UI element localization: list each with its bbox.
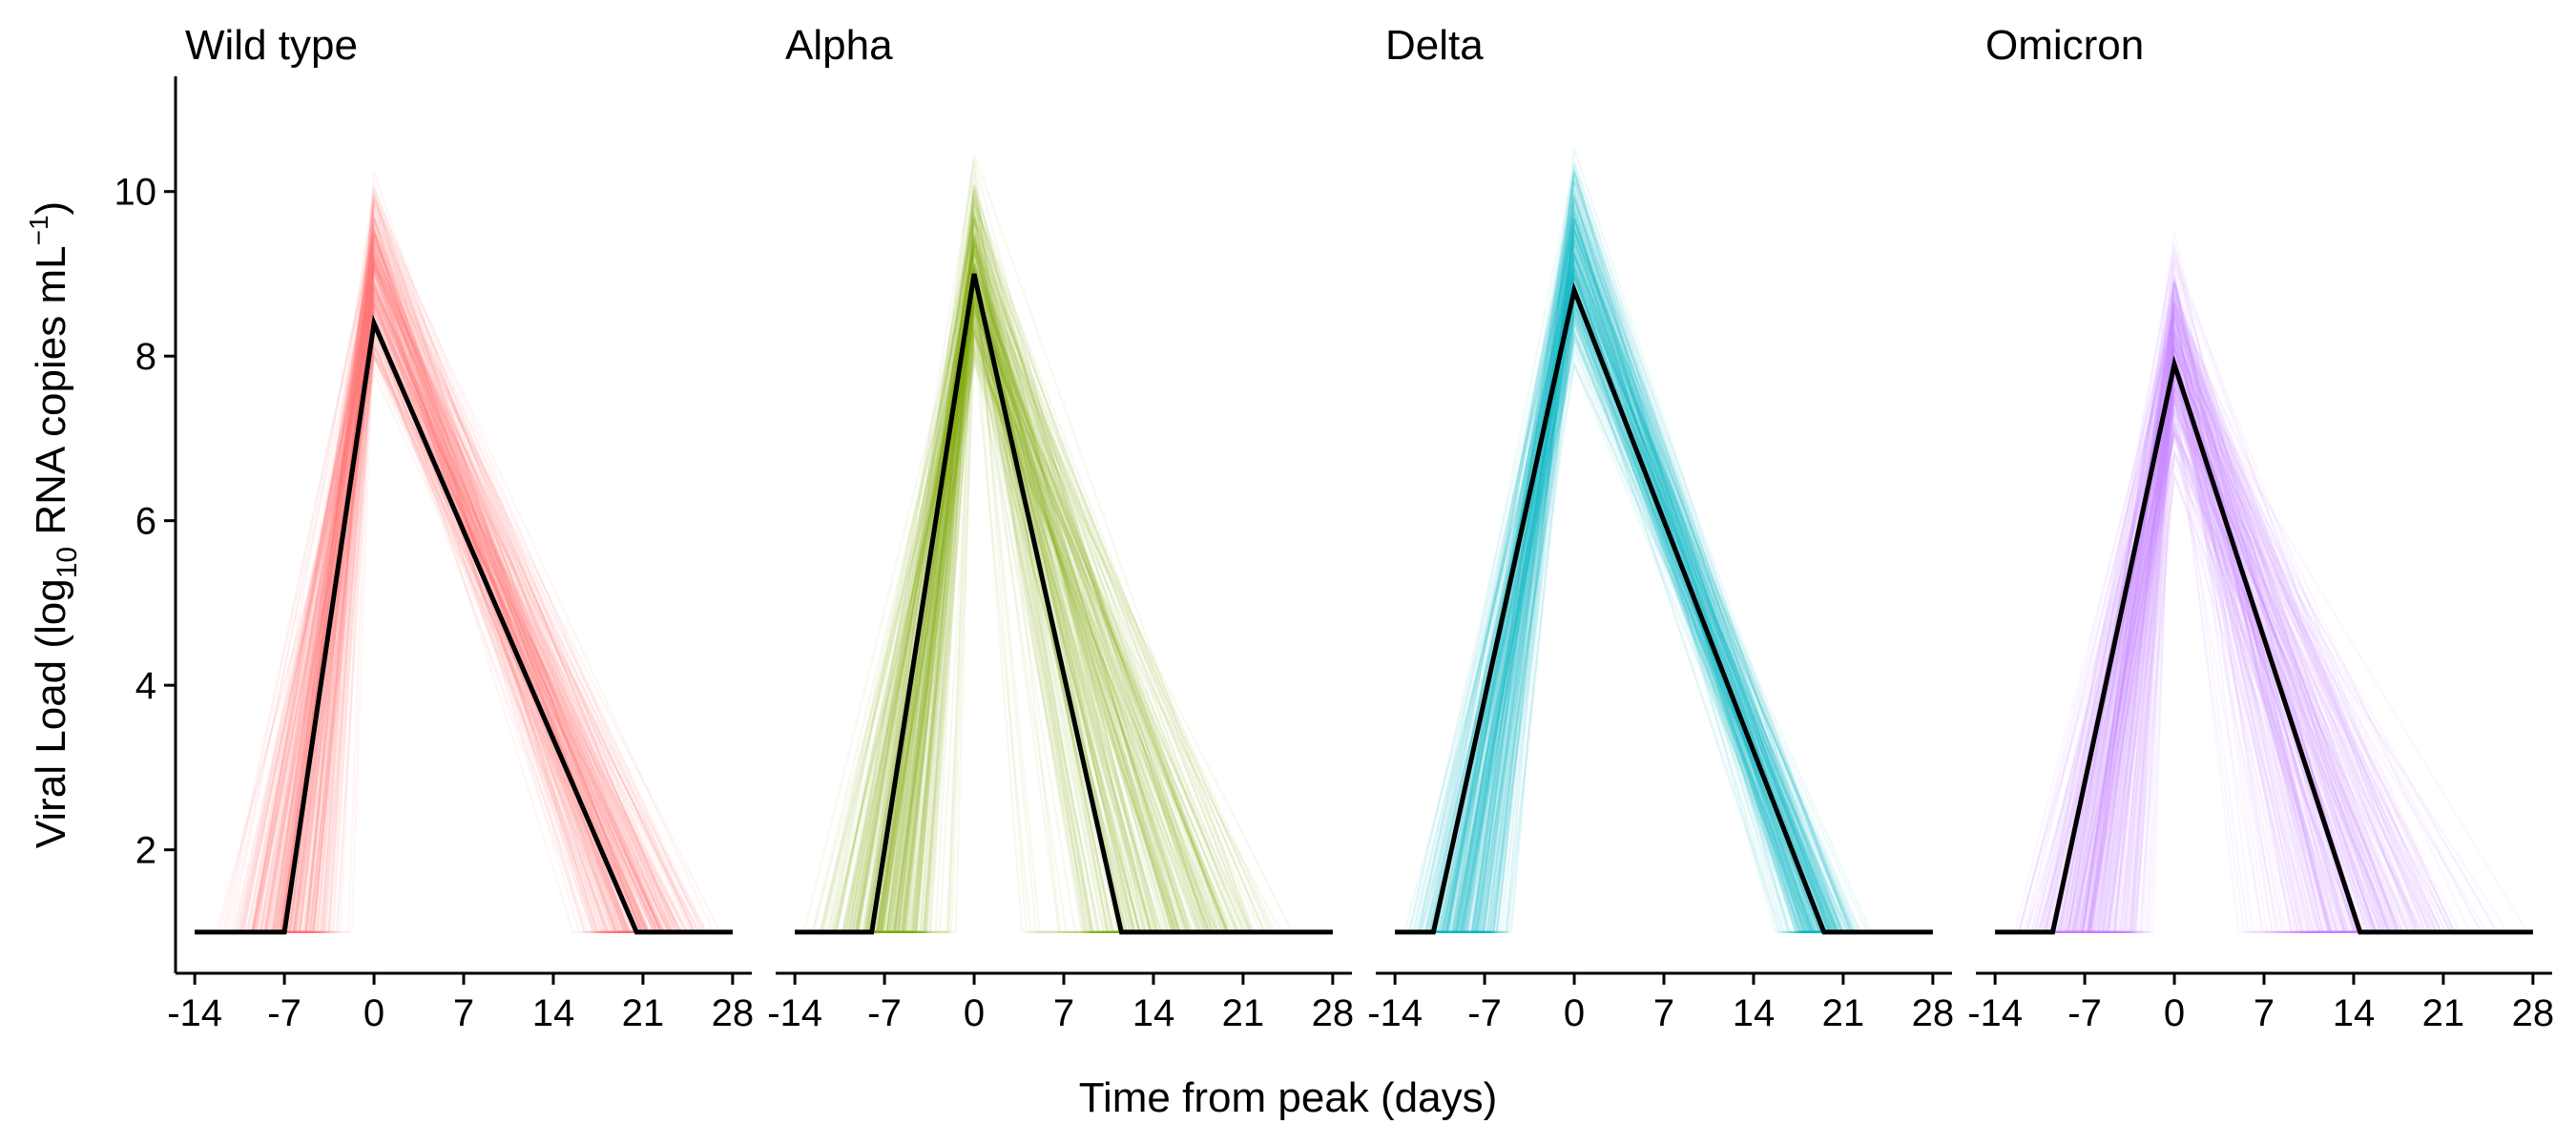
x-tick-label: -7: [1467, 992, 1502, 1034]
x-tick-label: 21: [622, 992, 665, 1034]
mean-trajectory-line: [195, 314, 733, 935]
x-tick-label: 21: [1822, 992, 1865, 1034]
facet-title: Wild type: [185, 22, 358, 69]
mean-trajectory-line: [1995, 355, 2533, 935]
x-tick-label: 0: [1564, 992, 1585, 1034]
x-tick-label: -14: [167, 992, 222, 1034]
x-tick-label: 14: [2333, 992, 2376, 1034]
facet-panel: Wild type -14 -7 0 7 14 21 28 2 4 6 8 10: [114, 22, 755, 1034]
y-tick-label: 10: [114, 172, 157, 214]
y-tick-label: 8: [135, 336, 156, 378]
y-tick-label: 2: [135, 830, 156, 872]
x-tick-label: 28: [712, 992, 755, 1034]
x-tick-label: 7: [1053, 992, 1074, 1034]
x-tick-label: 28: [2512, 992, 2555, 1034]
x-tick-label: -7: [267, 992, 301, 1034]
x-tick-label: 7: [453, 992, 474, 1034]
y-tick-label: 4: [135, 665, 156, 707]
x-tick-label: 14: [1733, 992, 1776, 1034]
mean-trajectory-line: [1395, 281, 1933, 935]
x-tick-label: 14: [1132, 992, 1175, 1034]
x-tick-label: 0: [364, 992, 384, 1034]
x-axis-title: Time from peak (days): [1079, 1074, 1497, 1121]
mean-trajectory-line: [795, 273, 1333, 935]
y-axis-title-part: −1: [24, 215, 53, 245]
facet-panel: Omicron -14 -7 0 7 14 21 28: [1967, 22, 2554, 1034]
facet-panel: Delta -14 -7 0 7 14 21 28: [1367, 22, 1954, 1034]
x-tick-label: 7: [1653, 992, 1674, 1034]
y-axis-title-part: RNA copies mL: [28, 245, 74, 546]
facet-title: Omicron: [1985, 22, 2144, 69]
trajectory-fan: [795, 154, 1333, 934]
trajectory-fan: [195, 171, 733, 934]
y-axis-title: Viral Load (log10 RNA copies mL−1): [24, 201, 83, 848]
facet-panels: Wild type -14 -7 0 7 14 21 28 2 4 6 8 10 Alpha -14 -7 0 7…: [114, 22, 2555, 1034]
x-tick-label: 0: [2164, 992, 2185, 1034]
x-tick-label: 0: [964, 992, 985, 1034]
x-tick-label: -7: [867, 992, 902, 1034]
individual-trajectory: [1395, 278, 1933, 934]
facet-title: Alpha: [785, 22, 893, 69]
x-tick-label: 14: [532, 992, 575, 1034]
x-tick-label: -7: [2067, 992, 2102, 1034]
x-tick-label: 28: [1912, 992, 1955, 1034]
trajectory-fan: [1395, 149, 1933, 934]
y-axis-title-part: ): [28, 201, 74, 216]
x-tick-label: -14: [1967, 992, 2023, 1034]
x-tick-label: 21: [2422, 992, 2465, 1034]
y-axis-title-part: Viral Load (log: [28, 578, 74, 848]
x-tick-label: 21: [1222, 992, 1265, 1034]
x-tick-label: -14: [767, 992, 822, 1034]
facet-title: Delta: [1385, 22, 1484, 69]
y-tick-label: 6: [135, 501, 156, 543]
x-tick-label: -14: [1367, 992, 1423, 1034]
x-tick-label: 7: [2254, 992, 2275, 1034]
facet-panel: Alpha -14 -7 0 7 14 21 28: [767, 22, 1354, 1034]
individual-trajectory: [1995, 409, 2533, 934]
x-tick-label: 28: [1312, 992, 1355, 1034]
y-axis-title-part: 10: [52, 547, 83, 578]
